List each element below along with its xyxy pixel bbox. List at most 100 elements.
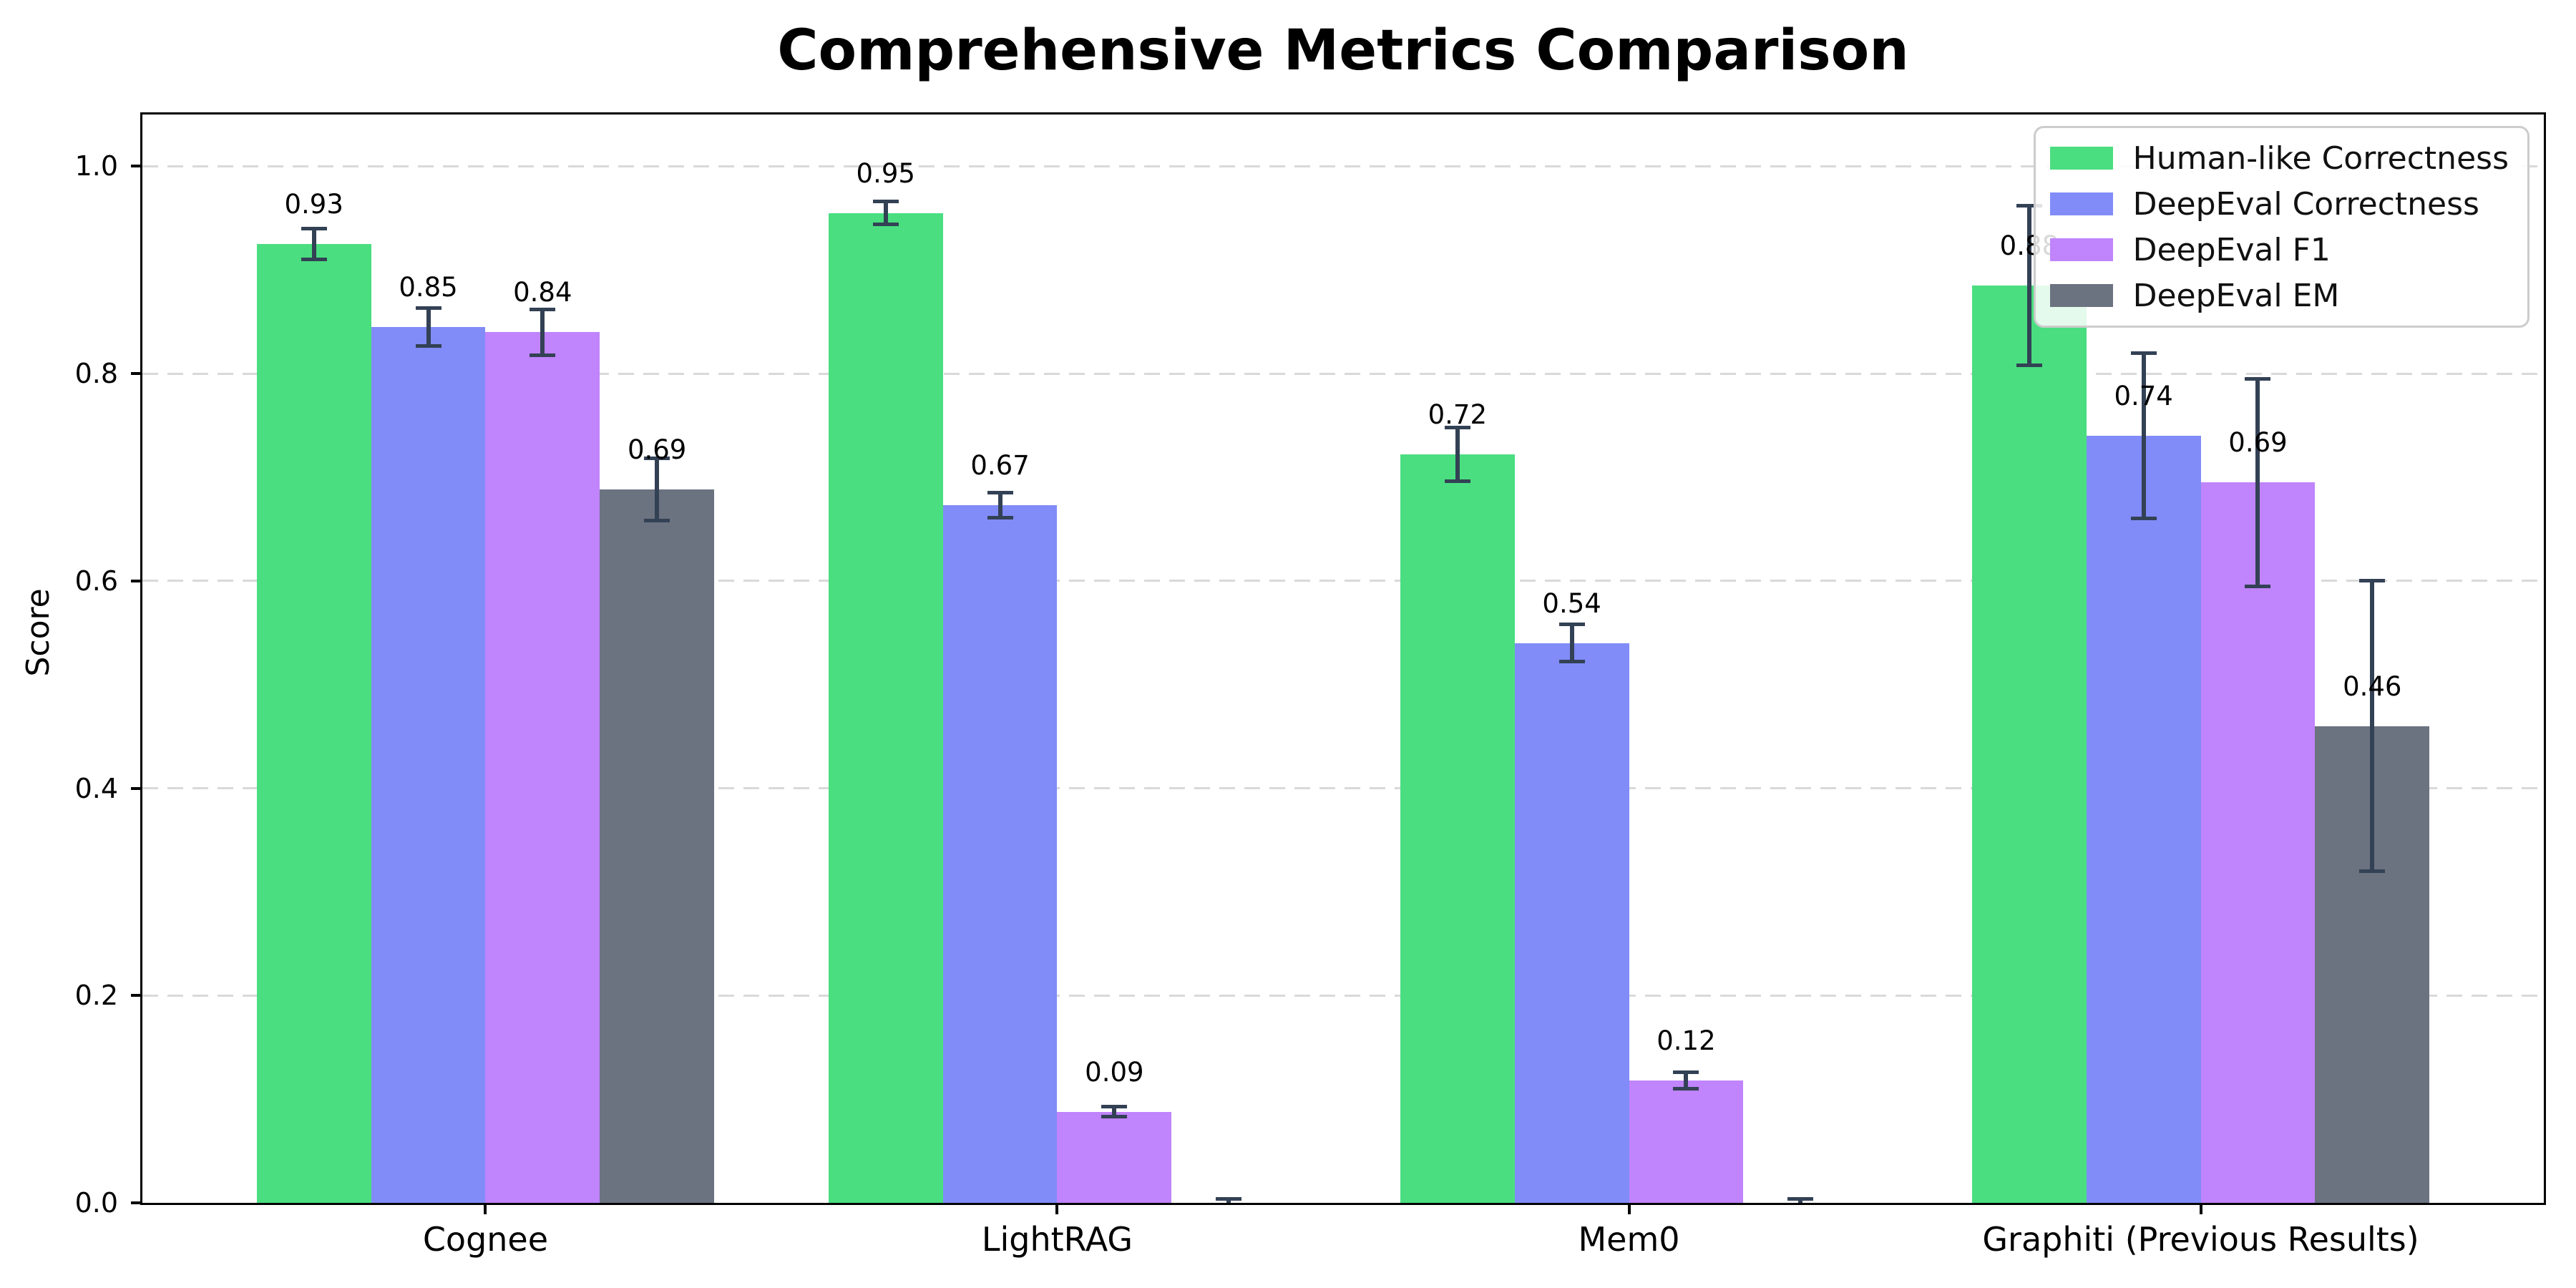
y-tick-label: 1.0 — [74, 150, 118, 182]
value-label: 0.69 — [2228, 427, 2288, 459]
bar — [2086, 436, 2201, 1203]
gridline — [142, 787, 2544, 790]
bar — [1629, 1080, 1744, 1203]
error-bar — [1455, 427, 1460, 482]
x-tick-mark — [1627, 1203, 1631, 1214]
bar — [371, 326, 486, 1203]
error-bar-cap — [1673, 1070, 1699, 1074]
value-label: 0.84 — [513, 277, 572, 308]
value-label: 0.95 — [856, 157, 915, 189]
error-bar-cap — [2016, 364, 2042, 368]
x-tick-mark — [2199, 1203, 2202, 1214]
value-label: 0.93 — [284, 189, 343, 220]
x-tick-label: Graphiti (Previous Results) — [1982, 1220, 2419, 1259]
bar — [828, 213, 943, 1203]
y-tick-mark — [131, 1201, 142, 1204]
x-tick-label: Mem0 — [1578, 1220, 1680, 1259]
error-bar-cap — [2245, 376, 2271, 381]
error-bar-cap — [1101, 1115, 1128, 1119]
bar — [600, 489, 715, 1203]
legend-label: DeepEval Correctness — [2132, 185, 2479, 223]
error-bar — [655, 458, 660, 521]
value-label: 0.72 — [1428, 399, 1487, 431]
error-bar-cap — [987, 515, 1013, 519]
error-bar-cap — [2245, 584, 2271, 588]
error-bar-cap — [415, 306, 441, 311]
bar — [1971, 286, 2087, 1203]
value-label: 0.54 — [1542, 587, 1601, 619]
error-bar-cap — [1558, 623, 1585, 627]
error-bar-cap — [2130, 351, 2157, 355]
error-bar-cap — [644, 519, 670, 523]
error-bar — [2370, 580, 2375, 872]
error-bar-cap — [644, 457, 670, 461]
y-tick-label: 0.2 — [74, 980, 118, 1012]
x-tick-label: Cognee — [422, 1220, 549, 1259]
error-bar-cap — [530, 353, 556, 357]
bar — [1400, 454, 1515, 1203]
bar — [1057, 1111, 1172, 1203]
value-label: 0.12 — [1657, 1025, 1716, 1057]
error-bar — [997, 492, 1002, 518]
error-bar-cap — [2130, 517, 2157, 521]
legend-item: DeepEval Correctness — [2049, 184, 2509, 224]
value-label: 0.74 — [2114, 381, 2173, 412]
x-tick-mark — [484, 1203, 487, 1214]
y-axis-label: Score — [20, 588, 57, 677]
chart-title: Comprehensive Metrics Comparison — [777, 19, 1909, 83]
error-bar-cap — [301, 226, 327, 230]
gridline — [142, 580, 2544, 582]
y-tick-mark — [131, 579, 142, 582]
error-bar — [426, 308, 431, 346]
legend: Human-like Correctness DeepEval Correctne… — [2033, 126, 2529, 328]
y-tick-mark — [131, 372, 142, 376]
error-bar-cap — [987, 491, 1013, 495]
error-bar — [1226, 1199, 1231, 1203]
value-label: 0.46 — [2343, 670, 2402, 702]
error-bar — [1798, 1199, 1803, 1203]
x-tick-label: LightRAG — [981, 1220, 1133, 1259]
error-bar-cap — [1558, 660, 1585, 664]
error-bar-cap — [1444, 479, 1470, 484]
bar — [1514, 643, 1629, 1203]
error-bar-cap — [872, 223, 899, 227]
legend-swatch — [2049, 192, 2113, 215]
legend-label: DeepEval EM — [2132, 277, 2340, 314]
y-tick-label: 0.4 — [74, 772, 118, 804]
error-bar-cap — [415, 343, 441, 348]
legend-swatch — [2049, 284, 2113, 307]
plot-area: 0.93 0.95 0.72 0.88 0.85 0.67 0.54 0.74 0.84 0.09… — [140, 112, 2546, 1205]
y-tick-mark — [131, 165, 142, 168]
error-bar — [1569, 624, 1574, 662]
error-bar-cap — [1101, 1104, 1128, 1108]
legend-item: Human-like Correctness — [2049, 138, 2509, 178]
error-bar — [311, 228, 316, 260]
bar — [485, 332, 600, 1203]
y-tick-label: 0.6 — [74, 565, 118, 597]
error-bar-cap — [2016, 203, 2042, 208]
error-bar-cap — [2359, 579, 2386, 583]
bar — [256, 244, 371, 1203]
legend-item: DeepEval EM — [2049, 275, 2509, 316]
value-label: 0.69 — [627, 434, 687, 466]
y-tick-label: 0.0 — [74, 1187, 118, 1219]
y-tick-label: 0.8 — [74, 358, 118, 390]
value-label: 0.85 — [399, 271, 458, 303]
value-label: 0.67 — [970, 450, 1030, 482]
x-tick-mark — [1055, 1203, 1059, 1214]
error-bar-cap — [301, 258, 327, 262]
error-bar — [2255, 379, 2260, 587]
y-tick-mark — [131, 994, 142, 997]
error-bar-cap — [872, 200, 899, 204]
value-label: 0.09 — [1085, 1056, 1144, 1088]
legend-label: DeepEval F1 — [2132, 231, 2331, 268]
error-bar-cap — [2359, 869, 2386, 873]
legend-label: Human-like Correctness — [2132, 140, 2509, 177]
bar — [2200, 482, 2316, 1203]
error-bar — [1684, 1072, 1689, 1089]
error-bar-cap — [1673, 1087, 1699, 1091]
error-bar — [1112, 1106, 1117, 1117]
gridline — [142, 372, 2544, 375]
error-bar — [2141, 353, 2146, 519]
